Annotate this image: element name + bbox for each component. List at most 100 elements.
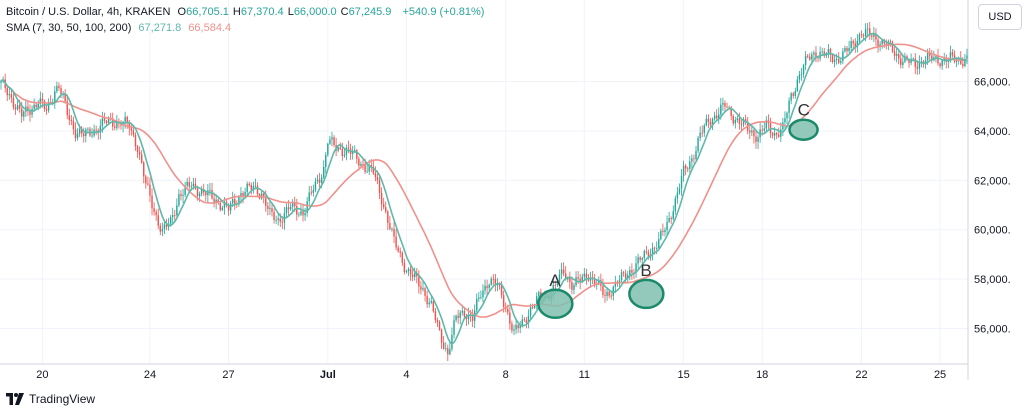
- candle-body: [742, 119, 745, 125]
- candle-body: [850, 41, 852, 48]
- tradingview-footer[interactable]: TradingView: [6, 392, 95, 406]
- x-tick-label: 24: [144, 369, 156, 381]
- candle-body: [800, 74, 803, 75]
- candle-body: [511, 323, 513, 331]
- candle-body: [715, 115, 718, 119]
- candle-body: [256, 185, 259, 195]
- candle-body: [277, 218, 279, 220]
- candle-body: [128, 122, 130, 129]
- candle-body: [900, 58, 902, 65]
- candle-body: [76, 133, 79, 139]
- annotation-label-b: B: [640, 261, 651, 280]
- candle-body: [689, 161, 691, 169]
- candle-body: [465, 316, 468, 320]
- candle-body: [101, 118, 104, 126]
- candle-body: [382, 204, 385, 208]
- candle-body: [713, 115, 716, 119]
- candle-body: [287, 207, 290, 210]
- candle-body: [39, 98, 42, 104]
- candle-body: [790, 93, 792, 101]
- candle-body: [581, 276, 583, 283]
- ohlc-label-o: O: [177, 6, 187, 18]
- candle-body: [368, 165, 370, 172]
- candle-body: [306, 201, 308, 213]
- candle-body: [962, 63, 964, 67]
- candle-body: [114, 126, 116, 128]
- x-tick-label: 22: [855, 369, 867, 381]
- candle-body: [153, 208, 155, 212]
- candle-body: [428, 302, 430, 305]
- candle-body: [829, 48, 832, 56]
- candle-body: [757, 137, 759, 142]
- candle-body: [734, 120, 737, 124]
- candle-body: [337, 147, 339, 151]
- candle-body: [99, 125, 102, 133]
- candle-body: [262, 193, 265, 197]
- candle-body: [771, 133, 774, 136]
- candle-body: [794, 91, 797, 96]
- candle-body: [455, 315, 457, 321]
- candle-body: [852, 41, 854, 44]
- y-axis[interactable]: 56,000. 58,000. 60,000. 62,000. 64,000. 66,00…: [967, 0, 1011, 380]
- candle-body: [300, 211, 302, 215]
- price-change: +540.9 (+0.81%): [402, 6, 485, 18]
- candle-body: [833, 59, 836, 62]
- candle-body: [457, 315, 459, 318]
- x-tick-label: 11: [579, 369, 590, 381]
- ohlc-value-c: 67,245.9: [348, 6, 392, 18]
- candle-body: [536, 296, 538, 306]
- candle-body: [180, 194, 182, 196]
- candle-body: [136, 146, 139, 152]
- candle-body: [666, 221, 668, 231]
- candle-body: [655, 248, 658, 250]
- candle-body: [358, 158, 360, 166]
- candle-body: [881, 39, 883, 45]
- candle-body: [215, 199, 217, 203]
- candle-body: [817, 57, 819, 59]
- candle-body: [356, 150, 358, 159]
- y-tick-label: 64,000.: [974, 126, 1011, 138]
- candle-body: [573, 285, 575, 290]
- candle-body: [54, 91, 56, 102]
- candle-body: [273, 211, 275, 220]
- annotation-circle-b: [628, 278, 665, 310]
- candle-body: [720, 104, 722, 115]
- x-axis[interactable]: 20 24 27 Jul 4 8 11 15 18 22 25: [0, 363, 968, 381]
- candle-body: [744, 119, 747, 122]
- candle-body: [662, 230, 664, 232]
- candle-body: [558, 274, 561, 284]
- candle-body: [304, 212, 306, 216]
- candle-body: [838, 59, 840, 63]
- candle-body: [331, 137, 333, 140]
- candle-body: [10, 94, 13, 98]
- candle-body: [637, 257, 639, 264]
- candle-body: [74, 129, 77, 139]
- candle-body: [23, 111, 25, 117]
- currency-button[interactable]: USD: [978, 4, 1022, 30]
- candle-body: [395, 236, 397, 248]
- candle-body: [778, 134, 780, 137]
- candle-body: [401, 252, 404, 263]
- candle-body: [724, 103, 726, 107]
- candle-body: [705, 118, 708, 126]
- candle-body: [693, 158, 695, 160]
- candle-body: [325, 154, 327, 167]
- candle-body: [314, 181, 317, 191]
- candle-body: [811, 54, 813, 60]
- candle-body: [279, 218, 281, 222]
- candle-body: [643, 251, 646, 258]
- candle-body: [6, 88, 8, 96]
- candle-body: [873, 34, 875, 37]
- candle-body: [399, 251, 401, 253]
- candle-body: [920, 61, 923, 63]
- candle-body: [376, 177, 379, 181]
- candle-body: [240, 193, 242, 197]
- candle-body: [354, 150, 356, 152]
- candle-body: [397, 247, 399, 252]
- candle-body: [941, 59, 943, 67]
- x-tick-label: 20: [36, 369, 48, 381]
- sma-lines: [0, 32, 967, 345]
- candle-body: [467, 314, 470, 320]
